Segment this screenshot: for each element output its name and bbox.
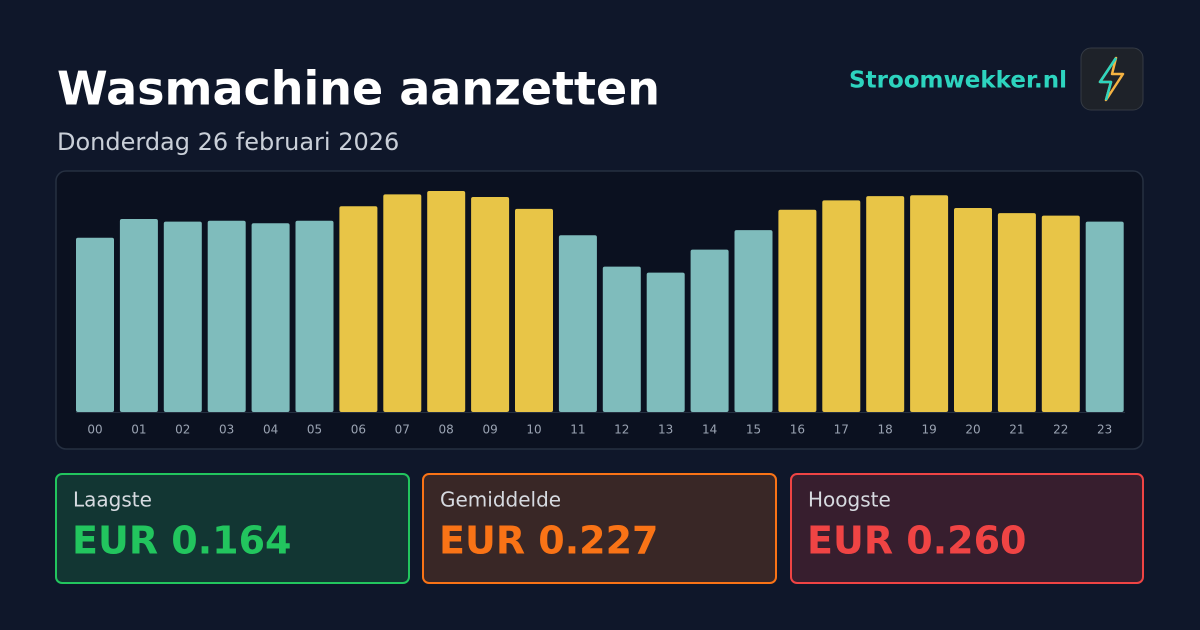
bar: [646, 272, 685, 412]
x-tick-label: 02: [175, 423, 190, 437]
x-tick-label: 22: [1053, 423, 1068, 437]
stat-value: EUR 0.227: [439, 519, 659, 563]
x-tick-label: 01: [131, 423, 146, 437]
x-tick-label: 00: [87, 423, 102, 437]
bar: [558, 235, 597, 412]
x-tick-label: 17: [834, 423, 849, 437]
bar: [515, 208, 553, 412]
x-tick-label: 11: [570, 423, 585, 437]
bar: [163, 221, 202, 412]
brand: Stroomwekker.nl: [849, 68, 1067, 94]
bar: [910, 195, 949, 412]
bar: [383, 194, 422, 412]
x-tick-label: 05: [307, 423, 322, 437]
bar: [822, 200, 861, 412]
x-tick-label: 20: [965, 423, 980, 437]
x-tick-label: 15: [746, 423, 761, 437]
x-tick-label: 18: [878, 423, 893, 437]
x-tick-label: 19: [921, 423, 936, 437]
x-tick-label: 06: [351, 423, 366, 437]
x-tick-label: 07: [395, 423, 410, 437]
bar: [602, 266, 641, 412]
stat-label: Laagste: [73, 488, 152, 512]
stat-value: EUR 0.164: [72, 519, 292, 563]
x-tick-label: 13: [658, 423, 673, 437]
bar: [1085, 221, 1124, 412]
x-tick-label: 04: [263, 423, 278, 437]
bar: [427, 191, 466, 412]
bar: [866, 196, 905, 412]
x-tick-label: 03: [219, 423, 234, 437]
stat-value: EUR 0.260: [807, 519, 1027, 563]
bar: [1041, 215, 1080, 412]
bar: [471, 196, 510, 412]
bar: [339, 206, 378, 412]
x-tick-label: 21: [1009, 423, 1024, 437]
bar: [778, 209, 817, 412]
x-tick-label: 09: [482, 423, 497, 437]
bar: [295, 220, 334, 412]
x-tick-label: 16: [790, 423, 805, 437]
bar: [76, 237, 114, 412]
bar: [119, 219, 158, 412]
bar: [997, 213, 1036, 412]
subtitle: Donderdag 26 februari 2026: [57, 128, 399, 156]
stat-card: [422, 473, 777, 584]
bar: [690, 249, 729, 412]
x-tick-label: 12: [614, 423, 629, 437]
stat-label: Gemiddelde: [440, 488, 561, 512]
brand-icon: [1080, 47, 1144, 111]
stat-card: [790, 473, 1144, 584]
x-tick-label: 14: [702, 423, 717, 437]
bar: [954, 208, 992, 412]
stat-card: [55, 473, 410, 584]
x-tick-label: 23: [1097, 423, 1112, 437]
stat-label: Hoogste: [808, 488, 891, 512]
bar: [207, 220, 246, 412]
title: Wasmachine aanzetten: [57, 62, 660, 116]
x-tick-label: 08: [439, 423, 454, 437]
x-tick-label: 10: [526, 423, 541, 437]
bar: [734, 230, 773, 412]
bar: [251, 223, 290, 412]
